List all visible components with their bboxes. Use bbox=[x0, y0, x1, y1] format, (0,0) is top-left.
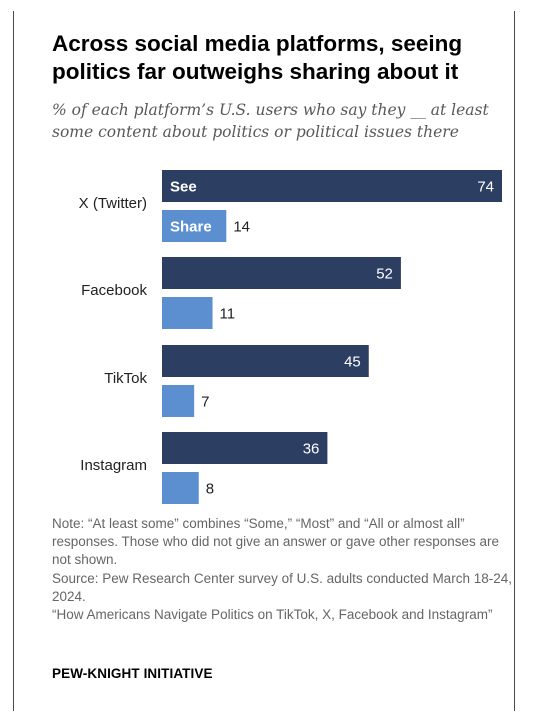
data-label: 14 bbox=[233, 219, 250, 236]
data-label: 11 bbox=[220, 306, 236, 323]
data-label: 74 bbox=[477, 179, 494, 196]
series-label-share: Share bbox=[170, 219, 212, 236]
report-title-text: “How Americans Navigate Politics on TikT… bbox=[52, 607, 493, 623]
category-label: Instagram bbox=[80, 457, 147, 474]
brand-label: PEW-KNIGHT INITIATIVE bbox=[52, 666, 213, 681]
bar-share bbox=[162, 472, 199, 504]
category-label: Facebook bbox=[81, 282, 147, 299]
note-text: Note: “At least some” combines “Some,” “… bbox=[52, 516, 500, 568]
chart-subtitle: % of each platform’s U.S. users who say … bbox=[52, 101, 489, 141]
category-label: X (Twitter) bbox=[79, 195, 147, 212]
bar-share bbox=[162, 385, 195, 417]
data-label: 36 bbox=[303, 441, 320, 458]
bar-see bbox=[162, 170, 502, 202]
bar-see bbox=[162, 432, 328, 464]
bar-see bbox=[162, 257, 401, 289]
chart-title: Across social media platforms, seeing po… bbox=[52, 31, 463, 84]
bar-share bbox=[162, 297, 213, 329]
source-text: Source: Pew Research Center survey of U.… bbox=[52, 570, 512, 604]
data-label: 45 bbox=[344, 354, 361, 371]
bar-see bbox=[162, 345, 369, 377]
bar-share bbox=[162, 210, 227, 242]
data-label: 8 bbox=[206, 481, 214, 498]
bar-chart: X (Twitter) 74 See 14 Share Facebook 52 11 TikTo… bbox=[79, 170, 502, 504]
data-label: 52 bbox=[376, 266, 393, 283]
chart-frame bbox=[13, 11, 515, 711]
category-label: TikTok bbox=[104, 370, 147, 387]
series-label-see: See bbox=[170, 179, 197, 196]
data-label: 7 bbox=[201, 394, 209, 411]
chart-notes: Note: “At least some” combines “Some,” “… bbox=[52, 515, 512, 624]
